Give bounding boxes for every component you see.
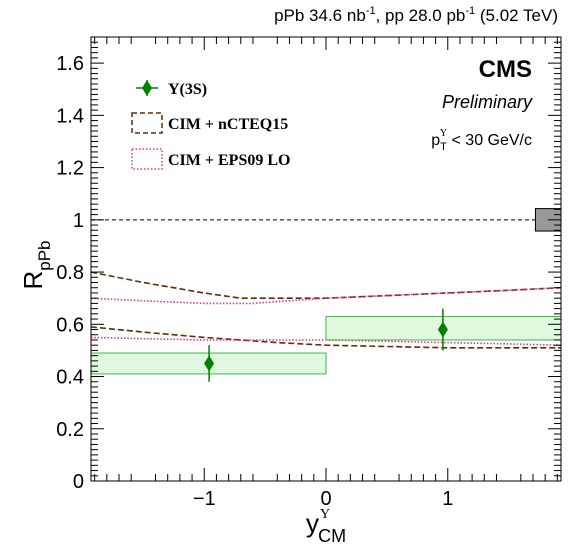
luminosity-label: pPb 34.6 nb-1, pp 28.0 pb-1 (5.02 TeV) bbox=[274, 5, 558, 25]
y-tick-label: 0.6 bbox=[56, 314, 84, 336]
band-1-lower-edge bbox=[90, 336, 562, 346]
y-axis-title: RpPb bbox=[18, 240, 54, 289]
model-bands-layer bbox=[90, 271, 562, 349]
data-points-layer bbox=[90, 308, 562, 382]
x-tick-label: 0 bbox=[320, 488, 331, 510]
legend-entry-upsilon3s: Υ(3S) bbox=[136, 80, 207, 98]
lumi-pre: pPb 34.6 nb bbox=[274, 6, 366, 25]
status-label: Preliminary bbox=[442, 92, 533, 112]
legend-label-eps09: CIM + EPS09 LO bbox=[168, 152, 290, 169]
legend-dotted-box bbox=[131, 148, 163, 170]
experiment-label: CMS bbox=[479, 56, 532, 83]
cut-sub: T bbox=[440, 141, 447, 153]
series-0-point-0-marker bbox=[204, 355, 215, 372]
lumi-post: (5.02 TeV) bbox=[475, 6, 558, 25]
band-0-lower-edge bbox=[90, 326, 561, 349]
y-tick-label: 1.6 bbox=[56, 53, 84, 75]
y-tick-label: 0.8 bbox=[56, 262, 84, 284]
cut-sup: Υ bbox=[440, 128, 447, 139]
band-1-upper-edge bbox=[90, 286, 562, 305]
cut-p: p bbox=[431, 132, 440, 149]
lumi-mid: , pp 28.0 pb bbox=[376, 6, 466, 25]
x-axis-title-main: y bbox=[306, 508, 319, 538]
legend: Υ(3S) CIM + nCTEQ15 CIM + EPS09 LO bbox=[131, 80, 290, 170]
y-tick-label: 0.4 bbox=[56, 367, 84, 389]
lumi-exp2: -1 bbox=[465, 5, 475, 17]
y-tick-label: 0 bbox=[73, 471, 84, 493]
legend-diamond-marker bbox=[142, 80, 152, 96]
y-tick-label: 1.2 bbox=[56, 158, 84, 180]
y-tick-label: 1 bbox=[73, 210, 84, 232]
legend-label-ncteq15: CIM + nCTEQ15 bbox=[168, 116, 288, 133]
lumi-exp1: -1 bbox=[366, 5, 376, 17]
y-axis-title-sub: pPb bbox=[35, 240, 54, 270]
y-tick-label: 0.2 bbox=[56, 419, 84, 441]
x-tick-label: −1 bbox=[193, 488, 216, 510]
kinematic-cut-label: pTΥ < 30 GeV/c bbox=[431, 128, 532, 153]
x-tick-label: 1 bbox=[442, 488, 453, 510]
y-axis-title-main: R bbox=[18, 271, 48, 290]
legend-label-upsilon3s: Υ(3S) bbox=[168, 81, 207, 98]
x-axis-title-sub: CM bbox=[318, 526, 346, 546]
series-0-point-1-marker bbox=[437, 321, 448, 338]
reference-line-layer bbox=[91, 208, 562, 232]
band-0-upper-edge bbox=[90, 271, 562, 299]
legend-entry-eps09: CIM + EPS09 LO bbox=[131, 148, 290, 170]
x-axis-title-sup: Υ bbox=[320, 507, 330, 522]
cut-rest: < 30 GeV/c bbox=[447, 132, 532, 149]
legend-entry-ncteq15: CIM + nCTEQ15 bbox=[131, 112, 288, 134]
axes-layer: 0 0.2 0.4 0.6 0.8 1 1.2 1.4 1.6 −1 0 1 bbox=[56, 36, 562, 510]
y-tick-label: 1.4 bbox=[56, 105, 84, 127]
legend-dashed-box bbox=[131, 112, 163, 134]
x-axis-title: yΥ CM bbox=[306, 507, 346, 546]
